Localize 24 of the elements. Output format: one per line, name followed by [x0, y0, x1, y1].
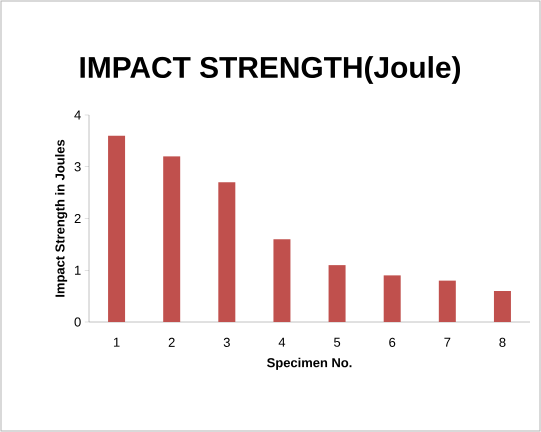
bar: [494, 290, 511, 322]
bar: [163, 156, 180, 322]
x-tick-label: 6: [389, 338, 396, 347]
y-tick-label: 1: [75, 266, 81, 275]
y-tick-label: 2: [74, 214, 81, 224]
bar: [328, 265, 346, 322]
x-tick-label: 3: [224, 338, 230, 347]
y-tick-label: 0: [74, 317, 81, 327]
bar: [218, 182, 236, 322]
y-tick-label: 4: [74, 110, 81, 120]
x-axis-title: Specimen No.: [267, 358, 352, 370]
x-tick-label: 7: [444, 338, 450, 347]
x-tick-label: 1: [114, 338, 120, 347]
x-tick-label: 2: [168, 338, 175, 347]
bar: [108, 136, 126, 322]
x-tick-label: 4: [278, 338, 286, 347]
chart-title: IMPACT STRENGTH(Joule): [80, 56, 460, 84]
bar: [438, 280, 456, 322]
x-tick-label: 8: [499, 338, 506, 347]
bar: [384, 275, 401, 322]
y-axis-title: Impact Strength in Joules: [55, 140, 68, 297]
bar: [273, 239, 290, 322]
y-tick-label: 3: [74, 162, 81, 172]
x-tick-label: 5: [334, 338, 340, 347]
